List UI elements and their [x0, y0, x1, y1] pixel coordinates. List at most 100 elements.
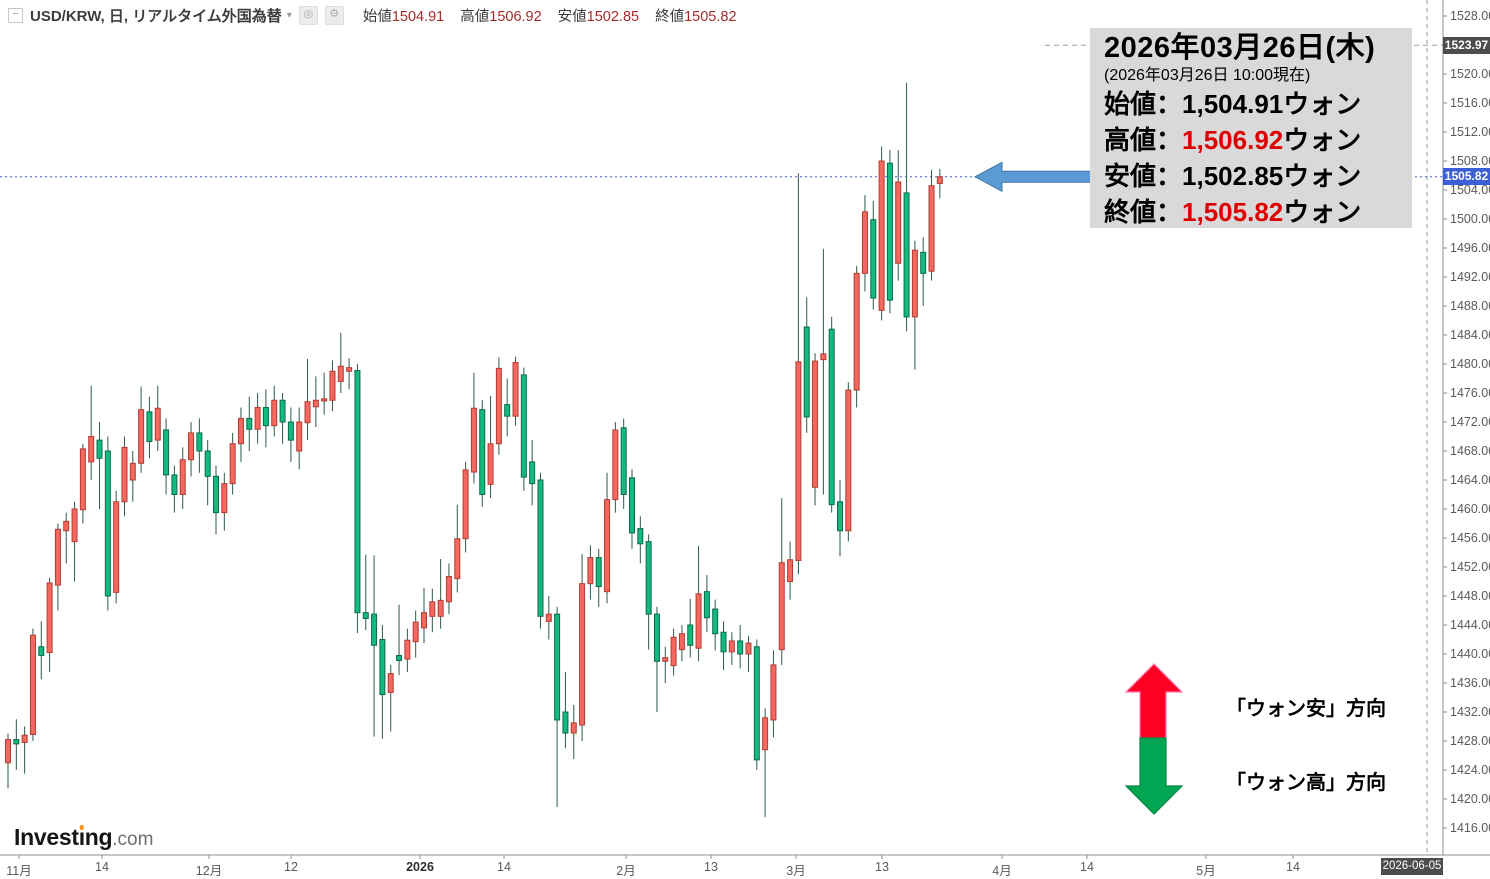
- x-axis-label: 4月: [992, 864, 1012, 878]
- candle-up: [129, 462, 136, 481]
- candle-up: [46, 582, 53, 654]
- x-axis-label: 12月: [195, 864, 223, 878]
- y-axis-label: 1516.00: [1450, 96, 1490, 110]
- candle-down: [712, 608, 719, 635]
- candle-up: [454, 538, 461, 580]
- candle-down: [687, 624, 694, 646]
- candle-up: [421, 612, 427, 629]
- candle-up: [221, 483, 228, 514]
- candle-up: [188, 432, 195, 461]
- candle-up: [787, 559, 794, 582]
- y-axis-label: 1428.00: [1450, 734, 1490, 748]
- candle-down: [720, 631, 727, 653]
- annotation-open-row: 始値：1,504.91ウォン: [1104, 89, 1362, 119]
- candle-down: [287, 421, 294, 441]
- candle-up: [911, 249, 918, 318]
- candle-up: [29, 634, 36, 735]
- candle-down: [537, 479, 544, 617]
- candle-up: [745, 642, 752, 655]
- candle-down: [529, 461, 536, 485]
- x-axis-label: 14: [95, 860, 109, 874]
- y-axis-label: 1420.00: [1450, 792, 1490, 806]
- candle-down: [562, 711, 569, 734]
- annotation-high-row: 高値：1,506.92ウォン: [1104, 125, 1362, 155]
- candle-up: [762, 717, 769, 751]
- candle-up: [304, 401, 311, 424]
- candle-up: [670, 636, 677, 667]
- candle-up: [179, 459, 186, 496]
- candle-down: [870, 219, 877, 299]
- y-axis-label: 1520.00: [1450, 67, 1490, 81]
- ohlc-annotation-box: 2026年03月26日(木) (2026年03月26日 10:00現在) 始値：…: [1090, 28, 1412, 228]
- annotation-date-title: 2026年03月26日(木): [1104, 32, 1376, 64]
- candle-up: [329, 370, 336, 401]
- candle-down: [246, 417, 253, 430]
- y-axis-label: 1436.00: [1450, 676, 1490, 690]
- candle-up: [412, 621, 419, 643]
- y-axis-label: 1444.00: [1450, 618, 1490, 632]
- candle-up: [312, 399, 319, 408]
- candle-down: [171, 474, 178, 496]
- candle-up: [861, 211, 868, 274]
- y-axis-label: 1508.00: [1450, 154, 1490, 168]
- candle-down: [837, 501, 843, 532]
- candle-down: [279, 399, 286, 423]
- candle-up: [88, 436, 95, 463]
- candle-up: [337, 365, 344, 382]
- current-price-badge: 1505.82: [1443, 168, 1490, 186]
- red-up-arrow-icon: [1124, 663, 1184, 739]
- candle-up: [113, 501, 120, 593]
- y-axis-label: 1448.00: [1450, 589, 1490, 603]
- candle-down: [379, 639, 386, 696]
- candle-down: [903, 192, 910, 318]
- y-axis-label: 1456.00: [1450, 531, 1490, 545]
- annotation-low-row: 安値：1,502.85ウォン: [1104, 161, 1362, 191]
- candle-up: [154, 407, 161, 441]
- candle-down: [96, 439, 103, 459]
- candle-up: [429, 601, 436, 617]
- candle-up: [462, 469, 469, 540]
- investing-logo: Investıng.com: [14, 824, 154, 850]
- x-axis-label: 5月: [1196, 864, 1216, 878]
- x-axis-label: 3月: [786, 864, 806, 878]
- candle-down: [629, 477, 635, 534]
- collapse-icon[interactable]: −: [8, 8, 23, 23]
- candle-up: [121, 446, 128, 503]
- high-readout: 高値1506.92: [460, 9, 542, 25]
- candle-down: [920, 251, 927, 274]
- candle-up: [612, 429, 619, 501]
- open-readout: 始値1504.91: [362, 9, 445, 25]
- candle-down: [196, 432, 203, 452]
- candle-up: [271, 399, 278, 427]
- candle-up: [445, 575, 452, 603]
- candle-down: [886, 162, 893, 301]
- candle-up: [778, 562, 785, 651]
- chevron-down-icon[interactable]: ▾: [286, 10, 292, 21]
- candle-down: [504, 404, 511, 417]
- candle-up: [5, 739, 11, 764]
- candle-up: [812, 360, 819, 488]
- candle-down: [354, 370, 361, 614]
- x-axis-label: 2026: [406, 860, 434, 874]
- candle-down: [396, 654, 403, 662]
- candle-down: [753, 646, 760, 761]
- y-axis-label: 1496.00: [1450, 241, 1490, 255]
- candle-down: [653, 613, 660, 662]
- candle-up: [570, 722, 577, 734]
- y-axis-label: 1440.00: [1450, 647, 1490, 661]
- x-axis-label: 14: [1286, 860, 1300, 874]
- gear-icon[interactable]: ⚙: [324, 6, 344, 25]
- candle-up: [587, 557, 594, 585]
- candle-up: [21, 734, 28, 743]
- candle-down: [520, 374, 527, 478]
- y-axis-label: 1452.00: [1450, 560, 1490, 574]
- candle-up: [728, 640, 735, 653]
- annotation-close-row: 終値：1,505.82ウォン: [1104, 197, 1362, 227]
- candle-down: [38, 646, 45, 656]
- circle-icon[interactable]: ◎: [298, 6, 318, 25]
- candle-up: [662, 657, 669, 662]
- candle-down: [828, 328, 835, 506]
- x-axis-label: 14: [1080, 860, 1094, 874]
